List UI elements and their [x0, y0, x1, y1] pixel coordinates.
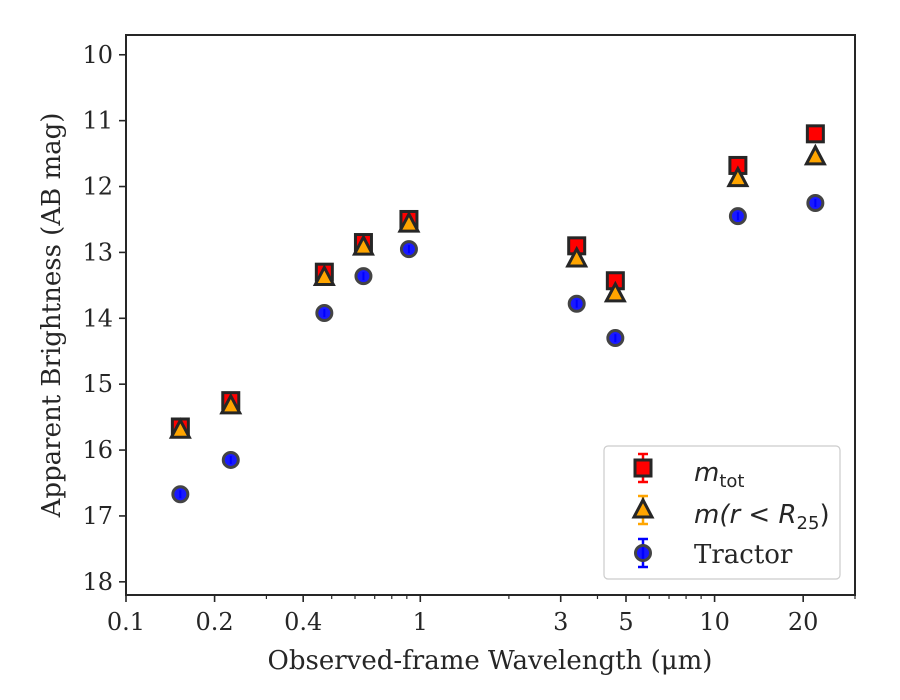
x-axis-label: Observed-frame Wavelength (μm) — [268, 646, 713, 676]
legend: mtot m(r < R25) Tractor — [603, 445, 841, 580]
y-tick-label: 17 — [82, 502, 113, 530]
x-tick-label: 0.2 — [196, 608, 234, 636]
x-tick-label: 1 — [413, 608, 428, 636]
x-tick-label: 5 — [618, 608, 633, 636]
triangle-point — [219, 392, 243, 415]
x-tick-label: 0.1 — [107, 608, 145, 636]
circle-point — [728, 207, 747, 226]
square-point — [805, 124, 825, 144]
circle-point — [806, 194, 825, 212]
y-tick-label: 16 — [82, 436, 113, 464]
y-tick-label: 15 — [82, 370, 113, 398]
circle-point — [354, 267, 373, 286]
circle-point — [221, 450, 240, 469]
triangle-point — [603, 280, 627, 303]
y-tick-label: 12 — [82, 173, 113, 201]
y-tick-label: 14 — [82, 304, 113, 332]
triangle-point — [803, 143, 827, 166]
circle-point — [315, 304, 334, 323]
x-tick-label: 10 — [699, 608, 730, 636]
x-tick-label: 0.4 — [284, 608, 322, 636]
circle-point — [567, 294, 586, 313]
x-tick-label: 20 — [788, 608, 819, 636]
x-tick-label: 3 — [553, 608, 568, 636]
triangle-point — [351, 233, 375, 256]
y-tick-label: 13 — [82, 238, 113, 266]
circle-point — [606, 329, 625, 348]
legend-markers — [631, 452, 655, 569]
triangle-point — [397, 210, 421, 233]
triangle-point — [726, 165, 750, 188]
legend-marker-square — [633, 452, 653, 484]
y-tick-label: 11 — [82, 107, 113, 135]
y-axis-label: Apparent Brightness (AB mag) — [37, 113, 67, 519]
circle-point — [171, 485, 190, 504]
legend-label-mtot: mtot — [694, 458, 744, 492]
circle-point — [399, 240, 418, 259]
y-tick-label: 10 — [82, 41, 113, 69]
legend-symbol — [633, 458, 653, 478]
y-tick-label: 18 — [82, 568, 113, 596]
marks-layer — [168, 124, 827, 504]
triangle-point — [168, 417, 192, 439]
legend-label-mr: m(r < R25) — [694, 500, 830, 534]
legend-marker-triangle — [631, 494, 655, 526]
plot-frame — [125, 34, 856, 596]
triangle-point — [312, 264, 336, 286]
legend-frame — [603, 445, 841, 580]
triangle-point — [565, 245, 589, 268]
legend-marker-circle — [634, 537, 652, 569]
legend-label-tractor: Tractor — [694, 540, 793, 570]
legend-symbol — [631, 496, 655, 519]
legend-symbol — [634, 544, 652, 562]
